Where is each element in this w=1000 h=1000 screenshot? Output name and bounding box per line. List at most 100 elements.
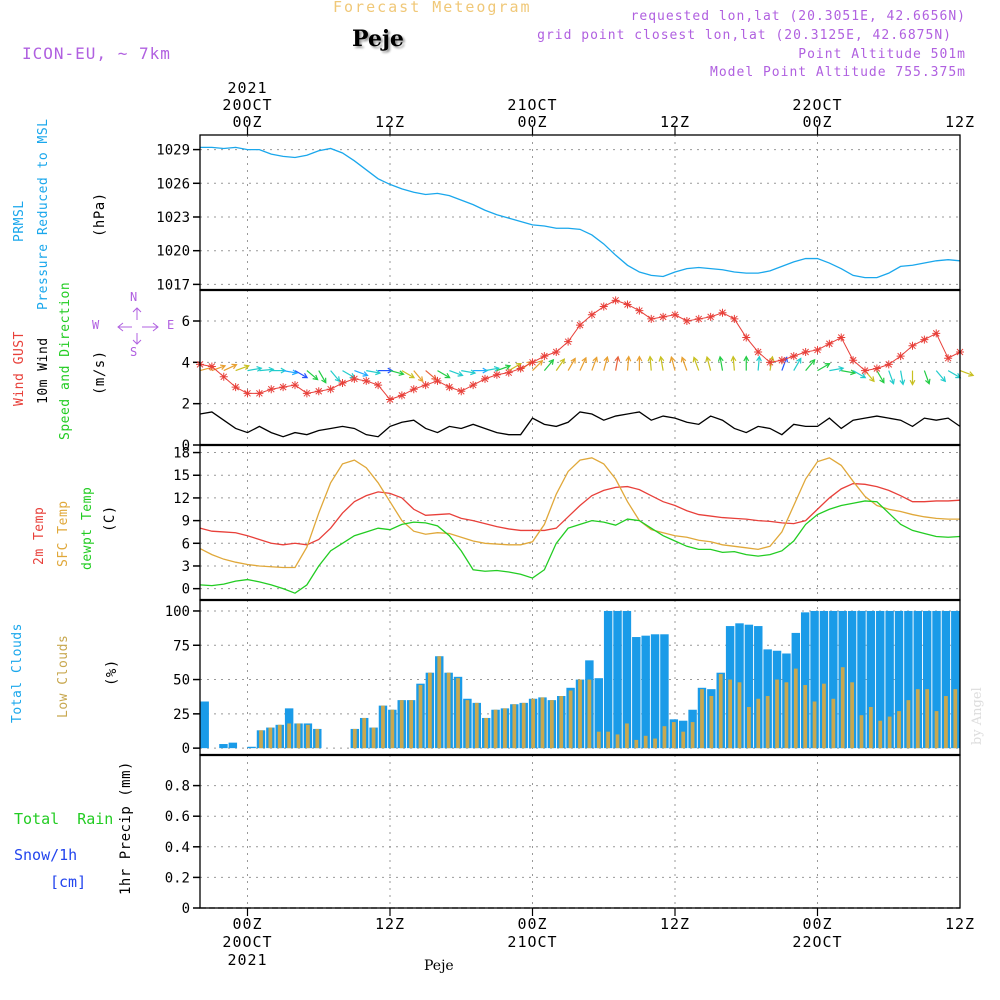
- gust-line: [199, 299, 961, 401]
- low-cloud-bar: [474, 702, 479, 749]
- wind-arrow-head: [470, 369, 477, 376]
- wind-arrow-head: [940, 376, 947, 383]
- low-cloud-bar: [615, 734, 620, 749]
- wind-arrow-head: [756, 355, 762, 362]
- wind-arrow-head: [838, 366, 845, 372]
- temp-ytick-label: 15: [173, 468, 190, 484]
- wind-arrow: [318, 370, 327, 384]
- point-altitude: Point Altitude 501m: [798, 47, 966, 62]
- clouds-ytick-label: 100: [165, 604, 190, 620]
- wind-arrow: [841, 370, 856, 374]
- top-time-label: 12Z: [375, 113, 405, 131]
- wind-arrow-head: [268, 366, 275, 373]
- low-cloud-bar: [521, 702, 526, 749]
- bottom-time-label: 22OCT: [792, 933, 842, 951]
- total-cloud-bar: [866, 610, 876, 749]
- dewpt-line: [199, 500, 961, 594]
- wind-arrow: [649, 356, 652, 371]
- pressure-ytick-label: 1023: [156, 210, 190, 226]
- wind-arrow: [591, 357, 598, 371]
- sfc-temp-line: [199, 457, 960, 569]
- gust-marker: [492, 370, 501, 379]
- gust-marker: [837, 333, 846, 342]
- gust-marker: [279, 383, 288, 392]
- bottom-time-label: 12Z: [945, 915, 975, 933]
- total-cloud-bar: [754, 626, 763, 749]
- precip-ytick-label: 0.8: [165, 779, 190, 795]
- gust-marker: [825, 339, 834, 348]
- bottom-time-label: 2021: [227, 951, 267, 969]
- chart-title: Forecast Meteogram: [333, 0, 532, 16]
- compass-rose-icon: [117, 307, 159, 345]
- wind-arrow: [719, 356, 724, 371]
- total-cloud-bar: [941, 610, 951, 749]
- low-cloud-bar: [944, 696, 948, 749]
- pressure-ytick-label: 1020: [156, 244, 190, 260]
- wind-arrow: [603, 356, 608, 371]
- wind10-line: [199, 411, 961, 438]
- gust-marker: [302, 389, 311, 398]
- wind-arrow-head: [796, 357, 802, 364]
- total-cloud-bar: [219, 744, 228, 749]
- low-cloud-bar: [493, 709, 498, 749]
- wind-arrow-head: [879, 377, 885, 384]
- wind-arrow: [781, 357, 788, 371]
- low-cloud-bar: [503, 708, 507, 749]
- wind-arrow-head: [408, 373, 416, 379]
- gust-marker: [801, 348, 810, 356]
- wind-arrow: [757, 356, 760, 371]
- wind-arrow-head: [493, 366, 501, 372]
- wind-arrow-head: [658, 355, 665, 362]
- gust-marker: [350, 374, 359, 383]
- wind-arrow-head: [889, 378, 895, 385]
- compass-south: S: [130, 345, 138, 359]
- gust-marker: [255, 389, 264, 398]
- top-time-label: 12Z: [945, 113, 975, 131]
- low-cloud-bar: [559, 696, 564, 749]
- clouds-panel: 0 25 50 75 100: [165, 600, 960, 757]
- wind-arrow-head: [705, 355, 711, 363]
- top-time-label: 22OCT: [792, 96, 842, 114]
- gust-marker: [338, 379, 347, 387]
- wind-arrow: [413, 370, 424, 382]
- gust-marker: [314, 387, 323, 396]
- wind-arrow: [615, 356, 619, 371]
- low-cloud-bar: [540, 697, 545, 749]
- wind-arrow: [283, 370, 298, 374]
- wind-arrow-head: [256, 366, 263, 372]
- wind-arrow: [543, 359, 554, 371]
- wind-arrow-head: [968, 371, 975, 377]
- total-cloud-bar: [660, 634, 669, 749]
- wind-arrow: [888, 370, 895, 384]
- low-cloud-bar: [625, 723, 629, 749]
- grid-point-location: grid point closest lon,lat (20.3125E, 42…: [537, 28, 952, 43]
- wind-arrow: [294, 370, 308, 379]
- top-time-label: 00Z: [802, 113, 832, 131]
- temp-ytick-label: 12: [173, 491, 190, 507]
- requested-location: requested lon,lat (20.3051E, 42.6656N): [630, 9, 966, 24]
- gust-marker: [789, 352, 798, 361]
- gust-marker: [849, 356, 858, 365]
- pressure-ytick-label: 1026: [156, 176, 190, 192]
- gust-marker: [671, 310, 679, 319]
- wind-arrow: [876, 370, 885, 384]
- low-cloud-bar: [803, 685, 808, 749]
- total-cloud-bar: [904, 610, 913, 749]
- low-cloud-bar: [578, 679, 582, 749]
- bottom-time-label: 20OCT: [222, 933, 272, 951]
- low-cloud-bar: [352, 728, 357, 749]
- precip-frame: [199, 754, 961, 909]
- temp-panel: 0 3 6 9 12 15 18: [173, 445, 961, 600]
- wind-arrow: [330, 370, 341, 382]
- wind-arrow: [306, 370, 318, 381]
- low-cloud-bar: [399, 700, 404, 749]
- wind-arrow: [793, 358, 802, 371]
- wind-arrow: [959, 370, 974, 376]
- total-cloud-bar: [594, 678, 603, 749]
- precip-ytick-label: 0: [182, 901, 190, 917]
- wind-arrow-head: [743, 355, 750, 362]
- gust-marker: [469, 381, 478, 390]
- wind-arrow-head: [669, 355, 676, 363]
- low-cloud-bar: [437, 656, 442, 749]
- gust-marker: [635, 306, 644, 315]
